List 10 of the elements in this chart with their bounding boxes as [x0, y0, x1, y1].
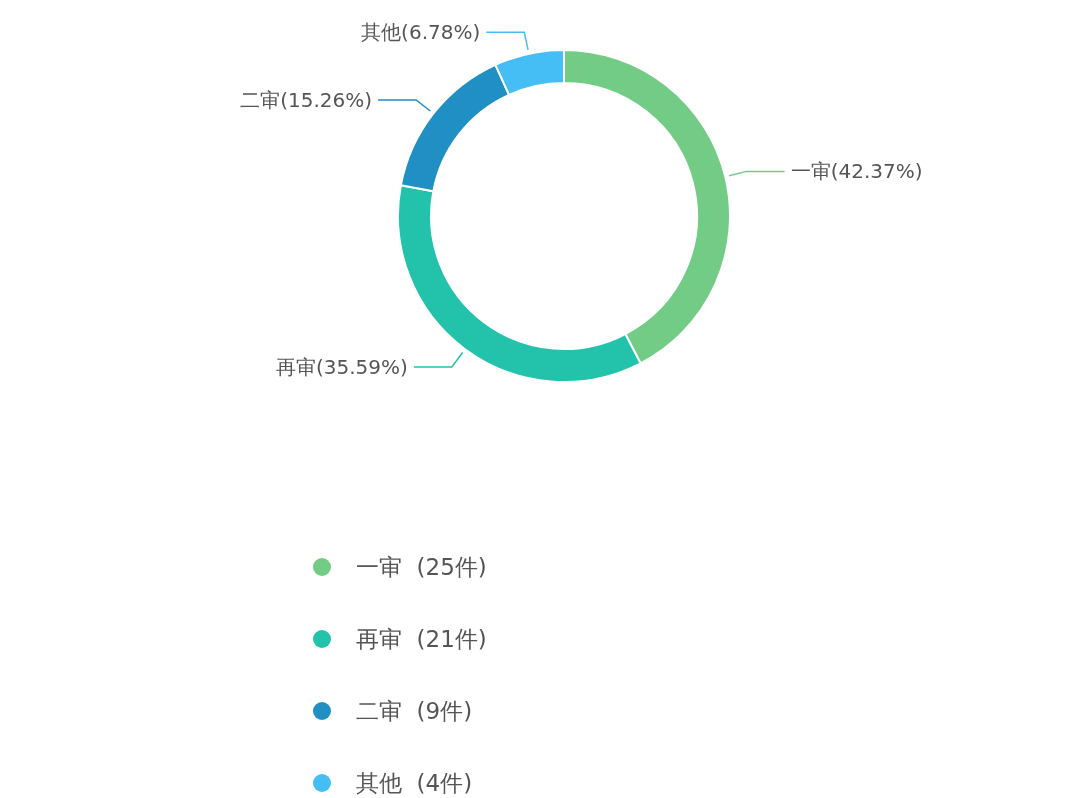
legend-label: 再审 (21件): [356, 626, 487, 652]
legend-label: 一审 (25件): [356, 554, 487, 580]
donut-slice: [399, 63, 511, 193]
legend-label: 二审 (9件): [356, 698, 473, 724]
legend-label: 其他 (4件): [356, 770, 473, 796]
donut-slice: [563, 49, 731, 365]
donut-slice: [494, 49, 565, 96]
data-label: 其他(6.78%): [361, 20, 481, 45]
data-label: 一审(42.37%): [790, 159, 923, 184]
data-label: 再审(35.59%): [276, 354, 408, 379]
